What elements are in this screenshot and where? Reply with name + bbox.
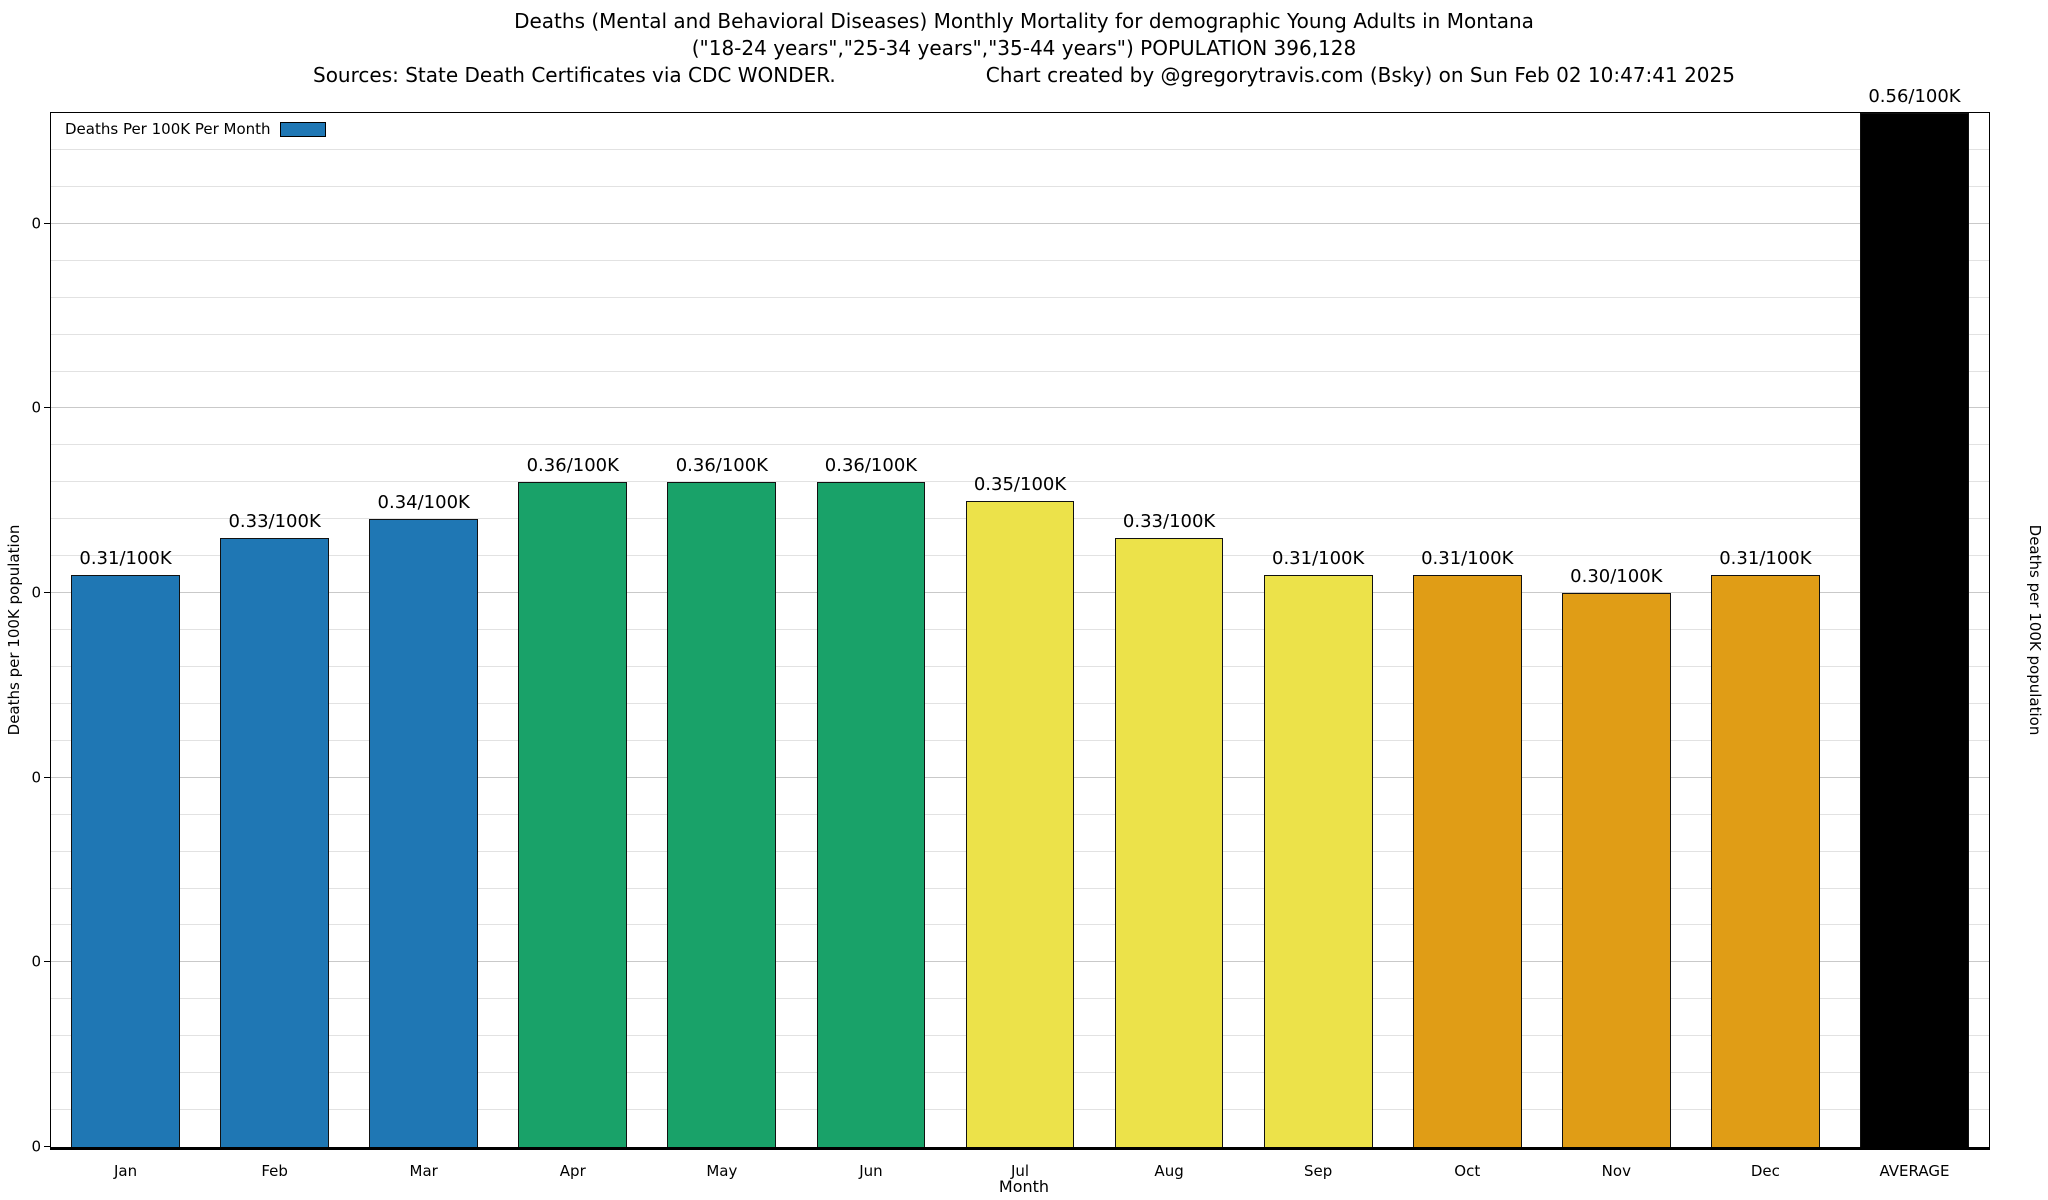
gridline-major	[51, 407, 1989, 409]
gridline-minor	[51, 481, 1989, 483]
gridline-minor	[51, 259, 1989, 261]
bar-value-label: 0.56/100K	[1868, 86, 1961, 107]
bar-aug: 0.33/100K	[1114, 511, 1224, 1147]
bar-value-label: 0.34/100K	[377, 492, 470, 514]
x-tick-label: Aug	[1154, 1162, 1184, 1180]
y-tick-label: 0	[31, 398, 41, 417]
bar-slot-aug: 0.33/100K Aug	[1095, 113, 1244, 1180]
y-axis-label-left: Deaths per 100K population	[5, 524, 23, 736]
bar-slot-apr: 0.36/100K Apr	[498, 113, 647, 1180]
y-tick-label: 0	[31, 952, 41, 971]
chart-subtitle: ("18-24 years","25-34 years","35-44 year…	[691, 36, 1357, 60]
bar-slot-jul: 0.35/100K Jul	[945, 113, 1094, 1180]
bar-mar: 0.34/100K	[369, 492, 479, 1147]
y-tick-label: 0	[31, 583, 41, 602]
x-tick-label: Nov	[1601, 1162, 1631, 1180]
bar-slot-oct: 0.31/100K Oct	[1393, 113, 1542, 1180]
bar-slot-average: 0.56/100K AVERAGE	[1840, 86, 1989, 1180]
bar-jan: 0.31/100K	[71, 548, 180, 1147]
y-axis-label-right: Deaths per 100K population	[2026, 524, 2044, 736]
bar-jul: 0.35/100K	[965, 474, 1075, 1147]
bar-value-label: 0.33/100K	[1122, 510, 1216, 532]
x-tick-label: Apr	[559, 1162, 586, 1180]
legend: Deaths Per 100K Per Month	[65, 120, 326, 138]
bar-nov: 0.30/100K	[1561, 566, 1671, 1147]
gridline-minor	[51, 148, 1989, 150]
chart-credit: Chart created by @gregorytravis.com (Bsk…	[985, 63, 1735, 87]
bar-value-label: 0.36/100K	[526, 455, 619, 477]
gridline-minor	[51, 296, 1989, 298]
bar-may: 0.36/100K	[667, 455, 777, 1147]
bar-slot-jan: 0.31/100K Jan	[51, 113, 200, 1180]
gridline-minor	[51, 370, 1989, 372]
bar-value-label: 0.30/100K	[1570, 566, 1663, 588]
bar-apr: 0.36/100K	[518, 455, 628, 1147]
chart-header: Deaths (Mental and Behavioral Diseases) …	[0, 8, 2048, 89]
bar-slot-nov: 0.30/100K Nov	[1542, 113, 1691, 1180]
chart-title: Deaths (Mental and Behavioral Diseases) …	[514, 9, 1534, 33]
y-tick-mark	[44, 592, 51, 594]
bar-value-label: 0.31/100K	[1719, 547, 1812, 569]
bar-slot-jun: 0.36/100K Jun	[796, 113, 945, 1180]
bar-value-label: 0.31/100K	[79, 547, 172, 569]
x-tick-label: Jan	[113, 1162, 138, 1180]
bar-value-label: 0.36/100K	[824, 455, 918, 477]
bar-slot-dec: 0.31/100K Dec	[1691, 113, 1840, 1180]
gridline-minor	[51, 185, 1989, 187]
bar-feb: 0.33/100K	[220, 511, 330, 1147]
gridline-minor	[51, 333, 1989, 335]
x-tick-label: Feb	[261, 1162, 288, 1180]
x-tick-label: Jul	[1010, 1162, 1030, 1180]
bar-value-label: 0.36/100K	[675, 455, 768, 477]
y-tick-mark	[44, 1146, 51, 1147]
bars-container: 0.31/100K Jan 0.33/100K Feb 0.34/100K Mar 0.36…	[51, 86, 1989, 1180]
chart-sources: Sources: State Death Certificates via CD…	[313, 63, 836, 87]
legend-label: Deaths Per 100K Per Month	[65, 120, 271, 138]
x-tick-label: Mar	[409, 1162, 438, 1180]
x-axis-label: Month	[998, 1177, 1050, 1196]
bar-slot-sep: 0.31/100K Sep	[1244, 113, 1393, 1180]
bar-sep: 0.31/100K	[1263, 548, 1373, 1147]
x-tick-label: May	[706, 1162, 738, 1180]
x-tick-label: Oct	[1454, 1162, 1481, 1180]
bar-slot-feb: 0.33/100K Feb	[200, 113, 349, 1180]
bar-average: 0.56/100K	[1860, 86, 1969, 1147]
legend-swatch-icon	[279, 121, 326, 137]
bar-jun: 0.36/100K	[816, 455, 926, 1147]
gridline-minor	[51, 444, 1989, 446]
y-tick-label: 0	[31, 1137, 41, 1156]
bar-value-label: 0.31/100K	[1421, 547, 1514, 569]
chart-meta-line: Sources: State Death Certificates via CD…	[0, 62, 2048, 89]
y-tick-label: 0	[31, 214, 41, 233]
y-tick-mark	[44, 776, 51, 778]
x-tick-label: Jun	[859, 1162, 883, 1180]
gridline-major	[51, 222, 1989, 224]
x-tick-label: Sep	[1304, 1162, 1333, 1180]
x-tick-label: Dec	[1750, 1162, 1780, 1180]
bar-slot-may: 0.36/100K May	[647, 113, 796, 1180]
y-tick-mark	[44, 222, 51, 224]
bar-oct: 0.31/100K	[1412, 548, 1522, 1147]
y-tick-mark	[44, 961, 51, 963]
bar-dec: 0.31/100K	[1710, 548, 1820, 1147]
bar-value-label: 0.33/100K	[228, 510, 321, 532]
x-tick-label: AVERAGE	[1879, 1162, 1950, 1180]
y-tick-mark	[44, 407, 51, 409]
bar-slot-mar: 0.34/100K Mar	[349, 113, 498, 1180]
plot-area: 0 0 0 0 0 0 0.31/100K Jan 0.33/100K Feb 0.34/100K…	[31, 86, 1990, 1180]
bar-value-label: 0.31/100K	[1272, 547, 1365, 569]
bar-value-label: 0.35/100K	[973, 473, 1067, 495]
y-tick-label: 0	[31, 768, 41, 787]
